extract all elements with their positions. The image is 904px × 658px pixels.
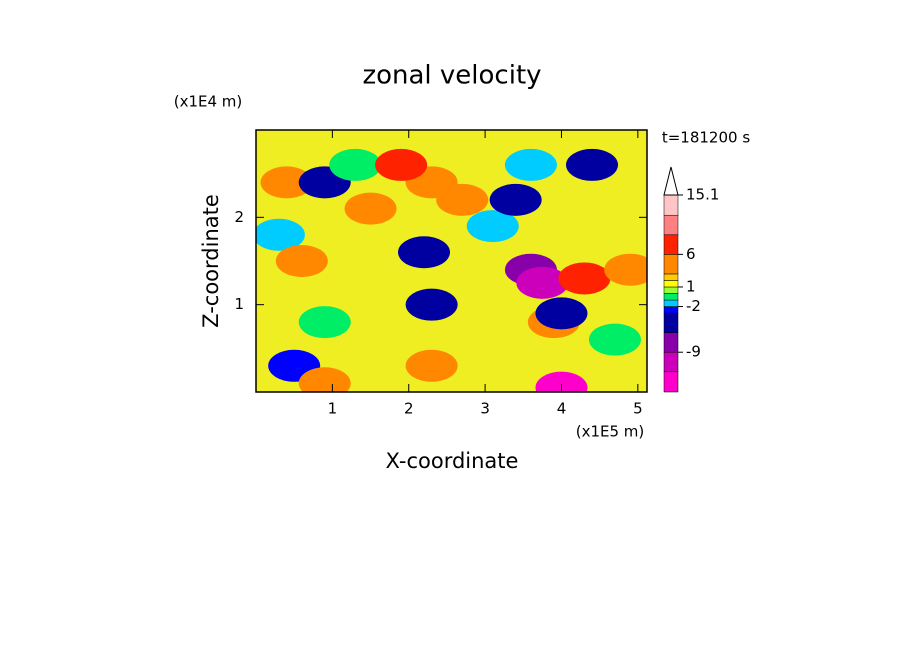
contour-blob	[566, 148, 619, 181]
contour-blob	[489, 183, 542, 216]
contour-blob	[504, 148, 557, 181]
colorbar-bin	[663, 299, 679, 307]
contour-blob	[275, 245, 328, 277]
colorbar-bin	[663, 214, 679, 236]
x-tick-label: 3	[480, 400, 490, 418]
colorbar-tick-label: 15.1	[686, 186, 719, 204]
contour-blob	[516, 266, 569, 299]
contour-blob	[375, 148, 428, 181]
chart-title: zonal velocity	[362, 61, 541, 91]
x-unit: (x1E5 m)	[576, 423, 645, 441]
contour-blob	[256, 218, 305, 251]
colorbar-bin	[663, 286, 679, 294]
colorbar-tick-label: 6	[686, 245, 696, 263]
colorbar-bin	[663, 280, 679, 288]
contour-blob	[298, 306, 351, 339]
colorbar-tick-label: -9	[686, 343, 701, 361]
colorbar-bin	[663, 332, 679, 353]
contour-blob	[535, 371, 588, 392]
contour-blob	[466, 210, 519, 243]
colorbar-bin	[663, 254, 679, 275]
colorbar-bin	[663, 371, 679, 393]
time-label: t=181200 s	[662, 129, 750, 147]
contour-blob	[329, 148, 382, 181]
x-tick-label: 4	[557, 400, 567, 418]
contour-blob	[405, 288, 458, 321]
colorbar-tick-label: -2	[686, 297, 701, 315]
contour-blob	[260, 166, 313, 199]
colorbar-bin	[663, 234, 679, 255]
colorbar-bin	[663, 194, 679, 216]
colorbar-bin	[663, 273, 679, 281]
contour-blob	[436, 183, 489, 216]
colorbar-extend	[663, 166, 679, 196]
y-axis-label: Z-coordinate	[199, 194, 223, 328]
x-tick-label: 1	[328, 400, 338, 418]
contour-blob	[398, 236, 451, 269]
x-axis-label: X-coordinate	[386, 449, 519, 473]
contour-blob	[344, 192, 397, 225]
contour-blob	[604, 253, 647, 286]
contour-blob	[405, 349, 458, 382]
y-tick-label: 1	[234, 295, 244, 313]
x-tick-label: 5	[633, 400, 643, 418]
plot-frame	[255, 129, 648, 393]
colorbar-tick-label: 1	[686, 277, 696, 295]
field	[256, 130, 647, 392]
contour-blob	[535, 297, 588, 330]
colorbar-bin	[663, 293, 679, 301]
contour-blob	[298, 367, 351, 392]
contour-blob	[588, 323, 641, 356]
x-tick-label: 2	[404, 400, 414, 418]
y-unit: (x1E4 m)	[174, 93, 243, 111]
y-tick-label: 2	[234, 208, 244, 226]
colorbar-bin	[663, 312, 679, 333]
colorbar-bin	[663, 306, 679, 314]
contour-blob	[558, 262, 611, 295]
colorbar-bin	[663, 351, 679, 373]
